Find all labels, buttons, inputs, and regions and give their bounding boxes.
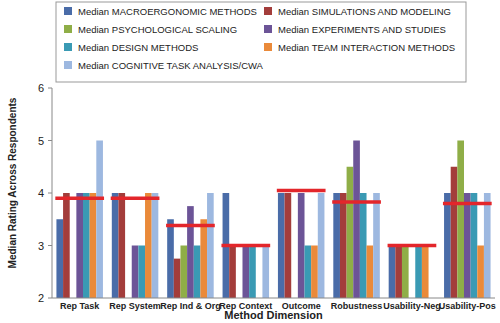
bar xyxy=(145,193,152,298)
bar xyxy=(318,193,325,298)
legend-label: Median EXPERIMENTS AND STUDIES xyxy=(278,24,446,35)
median-line xyxy=(55,197,104,201)
bar xyxy=(360,193,367,298)
legend-swatch xyxy=(64,25,72,33)
bar xyxy=(249,246,256,299)
bar xyxy=(180,246,187,299)
bar xyxy=(200,219,207,298)
bar xyxy=(285,193,292,298)
x-tick-label: Rep Task xyxy=(60,301,100,311)
chart: 23456Rep TaskRep SystemRep Ind & OrgRep … xyxy=(0,0,500,323)
legend-label: Median MACROERGONOMIC METHODS xyxy=(78,6,257,17)
bar xyxy=(96,141,103,299)
bar xyxy=(471,193,478,298)
bar xyxy=(138,246,145,299)
median-line xyxy=(332,200,381,204)
bar xyxy=(207,193,214,298)
bar xyxy=(187,206,194,298)
bar xyxy=(229,246,236,299)
x-axis-title: Method Dimension xyxy=(224,309,323,321)
legend-label: Median PSYCHOLOGICAL SCALING xyxy=(78,24,237,35)
legend-swatch xyxy=(264,7,272,15)
y-tick-label: 6 xyxy=(38,82,44,94)
median-line xyxy=(277,189,326,193)
x-tick-label: Rep System xyxy=(109,301,161,311)
bar xyxy=(415,246,422,299)
bar xyxy=(367,246,374,299)
bar xyxy=(242,246,249,299)
bar xyxy=(457,141,464,299)
bar xyxy=(278,193,285,298)
legend-label: Median COGNITIVE TASK ANALYSIS/CWA xyxy=(78,60,264,71)
y-tick-label: 5 xyxy=(38,135,44,147)
x-tick-label: Rep Ind & Org xyxy=(160,301,221,311)
legend-label: Median DESIGN METHODS xyxy=(78,42,198,53)
bar xyxy=(389,246,396,299)
bar xyxy=(353,141,360,299)
bar xyxy=(333,193,340,298)
bar xyxy=(132,246,139,299)
legend-label: Median SIMULATIONS AND MODELING xyxy=(278,6,451,17)
legend-swatch xyxy=(64,61,72,69)
legend-swatch xyxy=(64,43,72,51)
legend: Median MACROERGONOMIC METHODS Median SIMU… xyxy=(56,2,466,82)
bar xyxy=(347,167,354,298)
bar xyxy=(90,193,97,298)
legend-swatch xyxy=(64,7,72,15)
bar xyxy=(118,193,125,298)
median-line xyxy=(443,202,492,206)
bars xyxy=(55,141,491,299)
y-tick xyxy=(48,298,52,299)
y-tick xyxy=(48,140,52,141)
bar xyxy=(83,193,90,298)
y-tick-label: 2 xyxy=(38,292,44,304)
bar xyxy=(152,193,159,298)
bar xyxy=(174,259,181,298)
x-tick-label: Usability-Neg xyxy=(383,301,441,311)
bar xyxy=(311,246,318,299)
bar xyxy=(422,246,429,299)
bar xyxy=(112,193,119,298)
bar xyxy=(194,246,201,299)
median-line xyxy=(221,244,270,248)
y-tick xyxy=(48,88,52,89)
bar xyxy=(167,219,174,298)
legend-swatch xyxy=(264,43,272,51)
x-axis xyxy=(52,298,495,299)
bar xyxy=(373,193,380,298)
legend-swatch xyxy=(264,25,272,33)
y-tick-label: 4 xyxy=(38,187,44,199)
bar xyxy=(464,193,471,298)
bar xyxy=(395,246,402,299)
median-line xyxy=(111,197,160,201)
x-tick-label: Usability-Pos xyxy=(439,301,496,311)
bar xyxy=(484,193,491,298)
bar xyxy=(76,193,83,298)
bar xyxy=(402,246,409,299)
y-tick-label: 3 xyxy=(38,240,44,252)
bar xyxy=(56,219,63,298)
bar xyxy=(444,193,451,298)
bar xyxy=(298,193,305,298)
median-line xyxy=(166,224,215,228)
y-axis-title: Median Rating Across Respondents xyxy=(7,97,18,268)
bar xyxy=(451,167,458,298)
bar xyxy=(305,246,312,299)
legend-box xyxy=(56,2,466,82)
x-tick-label: Robustness xyxy=(331,301,383,311)
bar xyxy=(63,193,70,298)
median-line xyxy=(388,244,437,248)
y-tick xyxy=(48,245,52,246)
bar xyxy=(262,246,269,299)
legend-label: Median TEAM INTERACTION METHODS xyxy=(278,42,455,53)
bar xyxy=(340,193,347,298)
bar xyxy=(477,246,484,299)
y-tick xyxy=(48,193,52,194)
